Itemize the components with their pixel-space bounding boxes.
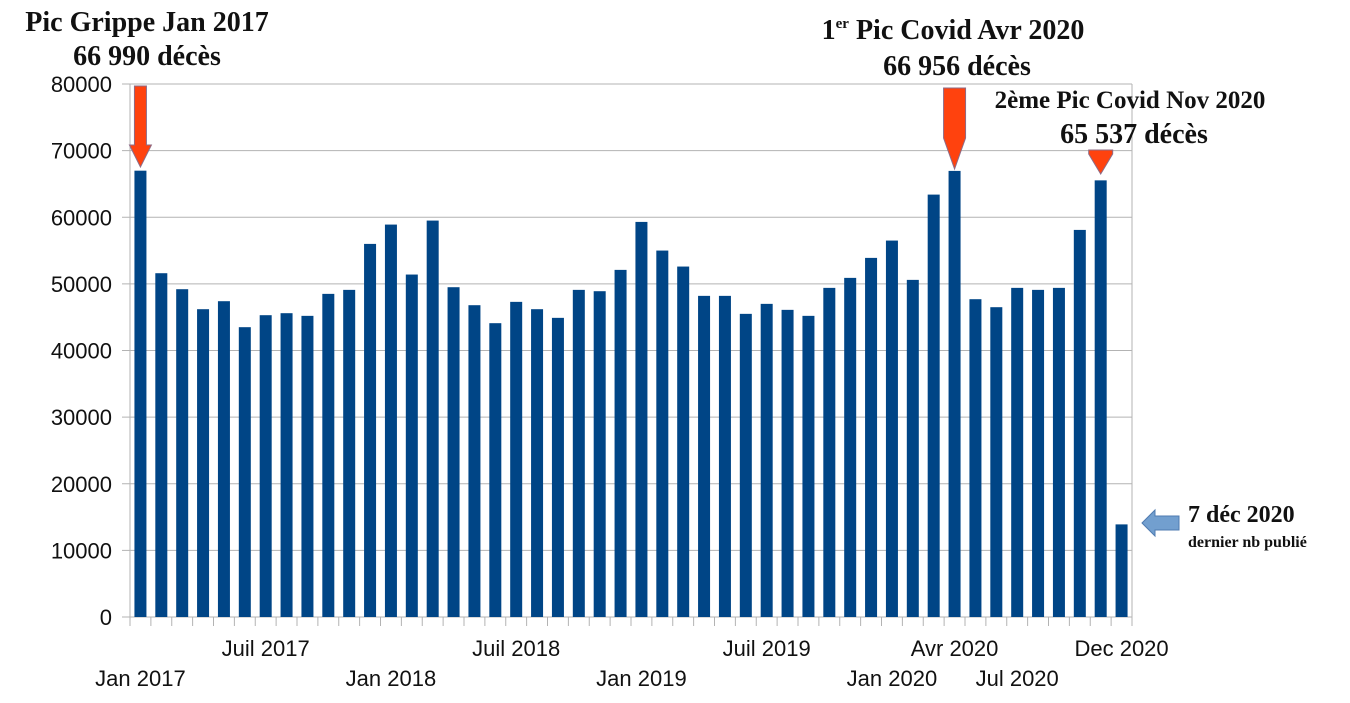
bar <box>593 291 606 617</box>
bar <box>343 289 356 617</box>
bar <box>384 224 397 618</box>
x-tick-label: Juil 2017 <box>222 636 310 661</box>
bar <box>990 307 1003 617</box>
bar <box>969 299 982 617</box>
bar <box>468 305 481 617</box>
annotation-arrows <box>128 85 1180 538</box>
bar <box>510 301 523 617</box>
x-tick-label: Jan 2017 <box>95 666 186 691</box>
bar <box>1115 524 1128 617</box>
bar <box>823 287 836 617</box>
arrow-left-icon <box>1141 508 1180 538</box>
bar <box>572 289 585 617</box>
arrow-down-icon <box>128 85 153 169</box>
bar <box>1011 287 1024 617</box>
bar <box>259 315 272 617</box>
y-tick-label: 30000 <box>51 405 112 430</box>
bar <box>885 240 898 617</box>
bar <box>614 269 627 617</box>
bar <box>447 287 460 617</box>
bar <box>1032 289 1045 617</box>
bar <box>405 274 418 617</box>
bar <box>322 293 335 617</box>
x-tick-label: Jan 2020 <box>847 666 938 691</box>
annotation-covid1-title: 1er Pic Covid Avr 2020 <box>822 15 1085 46</box>
annotation-flu-2017-title: Pic Grippe Jan 2017 <box>25 7 268 38</box>
annotation-covid2-value: 65 537 décès <box>1060 119 1208 150</box>
annotation-covid1-rest: Pic Covid Avr 2020 <box>849 15 1084 46</box>
bar <box>1052 287 1065 617</box>
bar <box>176 289 189 617</box>
bar <box>134 170 147 617</box>
arrow-down-icon <box>1088 149 1114 175</box>
bar <box>301 315 314 617</box>
annotation-covid1-value: 66 956 décès <box>883 51 1031 82</box>
bar <box>760 303 773 617</box>
bar <box>280 313 293 617</box>
bar <box>531 309 544 617</box>
x-tick-label: Jan 2019 <box>596 666 687 691</box>
gridlines <box>130 83 1132 618</box>
bar <box>865 257 878 617</box>
y-tick-label: 10000 <box>51 538 112 563</box>
x-tick-label: Jul 2020 <box>976 666 1059 691</box>
y-tick-label: 20000 <box>51 472 112 497</box>
bar <box>781 309 794 617</box>
bar <box>739 313 752 617</box>
annotation-covid1-superscript: er <box>836 16 850 32</box>
bar <box>635 221 648 617</box>
bar <box>155 273 168 617</box>
annotation-flu-2017-value: 66 990 décès <box>73 41 221 72</box>
bar <box>698 295 711 617</box>
bar <box>948 170 961 618</box>
y-axis: 0 10000 20000 30000 40000 50000 60000 70000 8000… <box>51 72 1133 630</box>
bar <box>844 277 857 617</box>
bar <box>802 315 815 617</box>
bar <box>217 301 230 617</box>
x-tick-label: Avr 2020 <box>911 636 999 661</box>
annotation-covid2-title: 2ème Pic Covid Nov 2020 <box>995 87 1266 114</box>
x-axis: Jan 2017 Juil 2017 Jan 2018 Juil 2018 Jan 20… <box>95 617 1169 691</box>
y-tick-label: 70000 <box>51 139 112 164</box>
x-tick-label: Dec 2020 <box>1074 636 1168 661</box>
x-tick-label: Juil 2018 <box>472 636 560 661</box>
y-tick-label: 50000 <box>51 272 112 297</box>
x-tick-label: Juil 2019 <box>723 636 811 661</box>
bar <box>489 323 502 617</box>
x-tick-label: Jan 2018 <box>346 666 437 691</box>
bar <box>551 317 564 617</box>
bar <box>718 295 731 617</box>
annotation-last-date: 7 déc 2020 <box>1188 502 1295 528</box>
bar <box>677 266 690 617</box>
y-tick-label: 60000 <box>51 205 112 230</box>
bar <box>1094 180 1107 617</box>
bar <box>238 327 251 617</box>
y-tick-label: 80000 <box>51 72 112 97</box>
bar <box>906 279 919 617</box>
bar <box>364 243 377 617</box>
y-tick-label: 0 <box>100 605 112 630</box>
y-tick-label: 40000 <box>51 339 112 364</box>
bar <box>927 194 940 617</box>
bar <box>197 309 210 617</box>
bar <box>426 220 439 618</box>
bar <box>1073 229 1086 617</box>
annotation-last-note: dernier nb publié <box>1188 534 1307 551</box>
annotation-covid1-ordinal: 1 <box>822 15 836 46</box>
arrow-down-icon <box>943 87 967 171</box>
bars <box>134 170 1128 618</box>
bar <box>656 250 669 617</box>
